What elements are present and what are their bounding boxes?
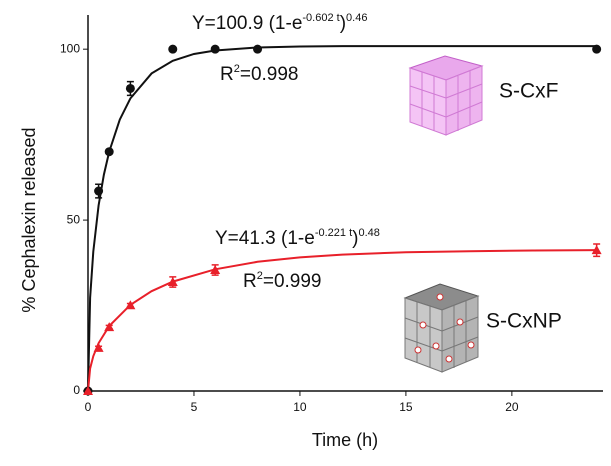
fit-equation-part: -0.602 t <box>302 12 339 24</box>
data-point <box>253 45 262 54</box>
fit-equation: Y=41.3 (1-e-0.221 t)0.48 <box>215 227 380 249</box>
x-tick-label: 20 <box>505 400 519 414</box>
data-point <box>168 45 177 54</box>
data-point <box>126 84 135 93</box>
cxf-illustration <box>410 56 482 135</box>
fit-equation-part: Y=41.3 (1-e <box>215 228 315 249</box>
data-point <box>592 45 601 54</box>
chart: Time (h) % Cephalexin released 0 5 10 15 20 0… <box>0 0 611 466</box>
x-tick-label: 15 <box>399 400 413 414</box>
data-point <box>94 187 103 196</box>
series-label: S-CxF <box>499 80 559 103</box>
r-squared-part: R <box>220 64 234 85</box>
x-tick-label: 0 <box>85 400 92 414</box>
y-tick-label: 100 <box>60 41 80 55</box>
fit-equation-part: Y=100.9 (1-e <box>192 13 302 34</box>
fit-equation: Y=100.9 (1-e-0.602 t)0.46 <box>192 12 367 34</box>
r-squared: R2=0.999 <box>243 270 322 292</box>
fit-equation-part: 0.46 <box>346 12 367 24</box>
r-squared-part: R <box>243 271 257 292</box>
series-label: S-CxNP <box>486 310 562 333</box>
data-point <box>94 343 104 352</box>
x-tick-label: 5 <box>191 400 198 414</box>
fit-equation-part: -0.221 t <box>315 227 352 239</box>
y-tick-label: 0 <box>73 383 80 397</box>
y-axis-label: % Cephalexin released <box>19 127 39 312</box>
r-squared: R2=0.998 <box>220 63 299 85</box>
r-squared-part: =0.998 <box>240 64 299 85</box>
data-point <box>211 45 220 54</box>
data-point <box>105 147 114 156</box>
cxnp-illustration <box>405 284 478 372</box>
y-tick-label: 50 <box>67 212 81 226</box>
x-axis-label: Time (h) <box>312 430 378 450</box>
r-squared-part: =0.999 <box>263 271 322 292</box>
x-tick-label: 10 <box>293 400 307 414</box>
fit-equation-part: 0.48 <box>358 227 379 239</box>
